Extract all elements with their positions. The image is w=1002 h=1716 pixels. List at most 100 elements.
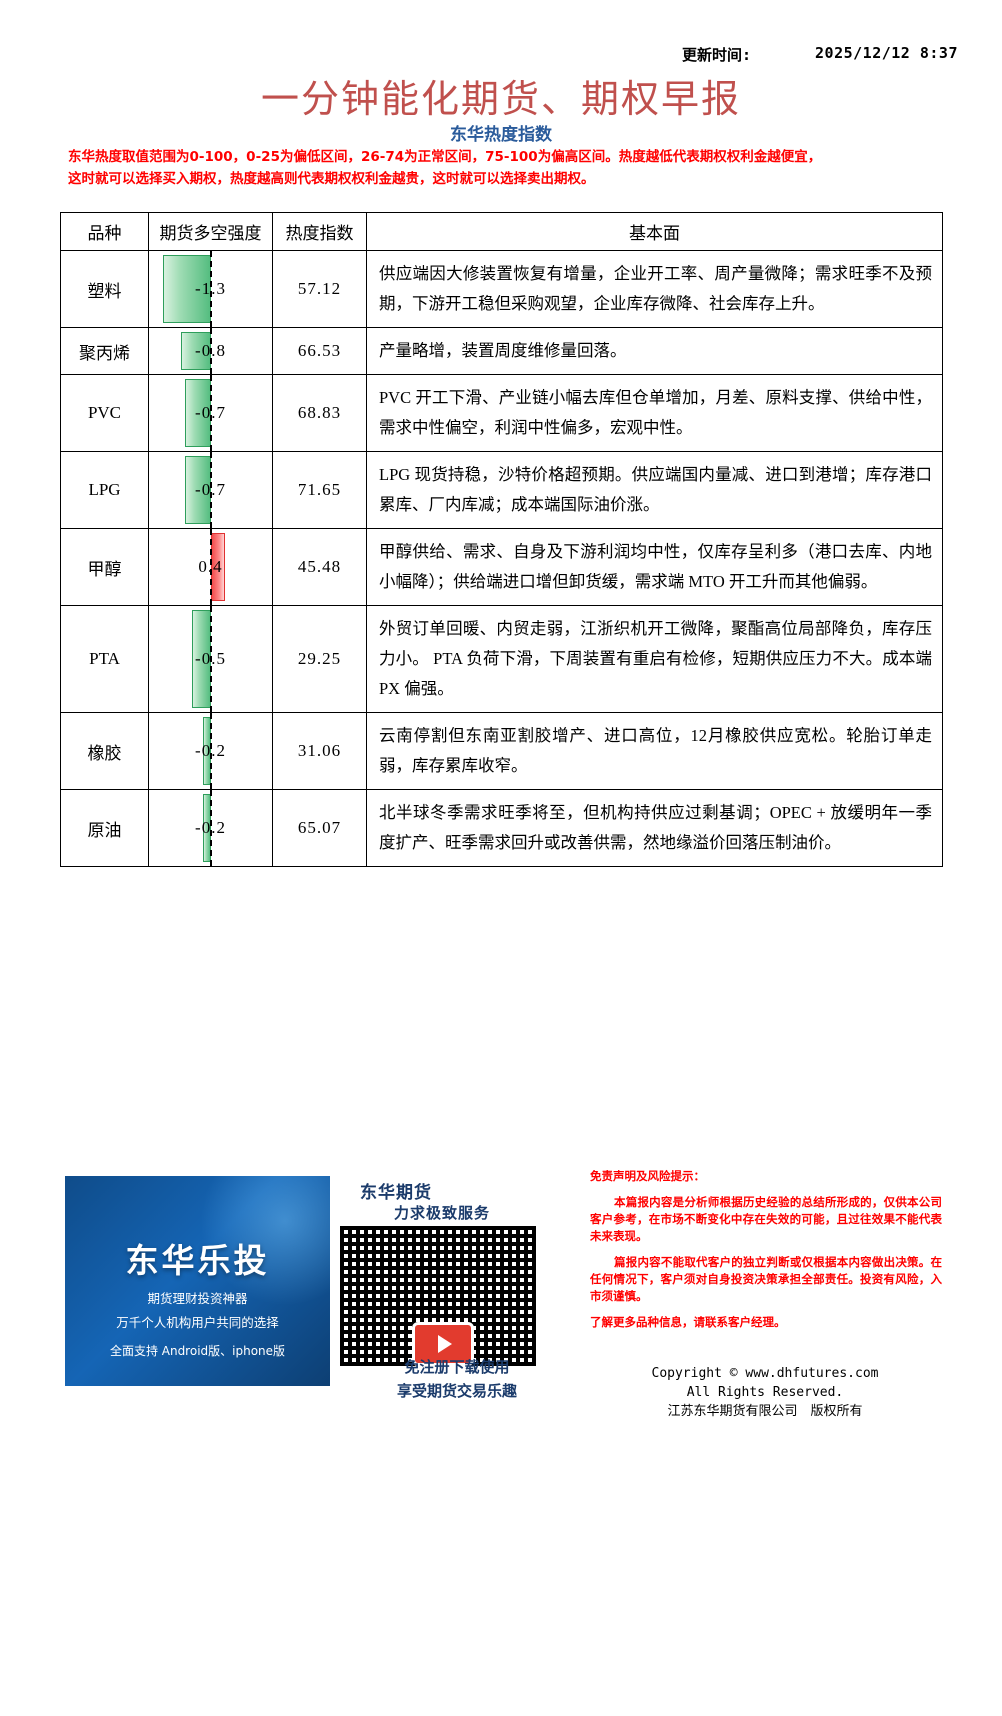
strength-value-label: -0.8 (195, 341, 226, 360)
qr-title-block: 东华期货 力求极致服务 (332, 1176, 582, 1228)
disclaimer-paragraph-2: 篇报内容不能取代客户的独立判断或仅根据本内容做出决策。在任何情况下，客户须对自身… (590, 1255, 942, 1303)
copyright-line-1: Copyright © www.dhfutures.com (651, 1366, 879, 1381)
disclaimer-heading: 免责声明及风险提示： (590, 1169, 705, 1183)
column-header-fundamentals: 基本面 (366, 212, 943, 251)
cell-fundamentals: LPG 现货持稳，沙特价格超预期。供应端国内量减、进口到港增；库存港口累库、厂内… (366, 451, 943, 529)
strength-bar-negative (180, 332, 211, 370)
cell-strength-bar: -0.8 (148, 327, 273, 375)
strength-value-label: -0.5 (195, 649, 226, 668)
promo-line-1: 期货理财投资神器 (147, 1291, 248, 1306)
disclaimer-paragraph-3: 了解更多品种信息，请联系客户经理。 (590, 1315, 786, 1329)
update-time-value: 2025/12/12 8:37 (815, 44, 958, 62)
table-row: 塑料 -1.3 57.12 供应端因大修装置恢复有增量，企业开工率、周产量微降；需求旺… (60, 250, 943, 328)
table-row: 甲醇 0.4 45.48 甲醇供给、需求、自身及下游利润均中性，仅库存呈利多（港口去库… (60, 528, 943, 606)
qr-caption-line-2: 享受期货交易乐趣 (396, 1384, 517, 1400)
zero-axis-line (209, 790, 212, 866)
cell-fundamentals: 外贸订单回暖、内贸走弱，江浙织机开工微降，聚酯高位局部降负，库存压力小。 PTA… (366, 605, 943, 713)
cell-variety-name: PTA (60, 605, 149, 713)
table-header-row: 品种 期货多空强度 热度指数 基本面 (60, 212, 943, 251)
promo-brand-name: 东华乐投 (125, 1244, 270, 1280)
play-button-icon (412, 1322, 474, 1366)
column-header-variety: 品种 (60, 212, 149, 251)
zero-axis-line (209, 606, 212, 712)
strength-bar-chart: -0.7 (149, 375, 272, 451)
cell-heat-index: 71.65 (272, 451, 367, 529)
zero-axis-line (209, 328, 212, 374)
zero-axis-line (209, 452, 212, 528)
copyright-line-2: All Rights Reserved. (686, 1385, 844, 1400)
notice-line-2: 这时就可以选择买入期权，热度越高则代表期权权利金越贵，这时就可以选择卖出期权。 (68, 171, 595, 187)
table-row: LPG -0.7 71.65 LPG 现货持稳，沙特价格超预期。供应端国内量减、进口到… (60, 451, 943, 529)
qr-caption: 免注册下载使用 享受期货交易乐趣 (332, 1356, 582, 1404)
cell-strength-bar: -0.2 (148, 789, 273, 867)
cell-fundamentals: 甲醇供给、需求、自身及下游利润均中性，仅库存呈利多（港口去库、内地小幅降）；供给… (366, 528, 943, 606)
cell-variety-name: LPG (60, 451, 149, 529)
cell-variety-name: 塑料 (60, 250, 149, 328)
cell-heat-index: 31.06 (272, 712, 367, 790)
cell-fundamentals: 产量略增，装置周度维修量回落。 (366, 327, 943, 375)
cell-heat-index: 68.83 (272, 374, 367, 452)
footer: 东华乐投 期货理财投资神器 万千个人机构用户共同的选择 全面支持 Android… (60, 1168, 942, 1428)
cell-strength-bar: -0.7 (148, 374, 273, 452)
table-row: 橡胶 -0.2 31.06 云南停割但东南亚割胶增产、进口高位，12月橡胶供应宽松。轮… (60, 712, 943, 790)
table-row: 聚丙烯 -0.8 66.53 产量略增，装置周度维修量回落。 (60, 327, 943, 375)
cell-heat-index: 45.48 (272, 528, 367, 606)
cell-strength-bar: -0.7 (148, 451, 273, 529)
copyright-line-3: 江苏东华期货有限公司 版权所有 (667, 1404, 863, 1419)
cell-heat-index: 57.12 (272, 250, 367, 328)
promo-banner[interactable]: 东华乐投 期货理财投资神器 万千个人机构用户共同的选择 全面支持 Android… (65, 1176, 330, 1386)
heat-index-table: 品种 期货多空强度 热度指数 基本面 塑料 -1.3 57.12 供应端因大修装置恢复… (60, 212, 943, 867)
strength-value-label: -0.7 (195, 403, 226, 422)
cell-heat-index: 66.53 (272, 327, 367, 375)
disclaimer-paragraph-1: 本篇报内容是分析师根据历史经验的总结所形成的，仅供本公司客户参考，在市场不断变化… (590, 1195, 942, 1243)
cell-fundamentals: 北半球冬季需求旺季将至，但机构持供应过剩基调；OPEC + 放缓明年一季度扩产、… (366, 789, 943, 867)
page-subtitle: 东华热度指数 (450, 125, 552, 144)
copyright-block: Copyright © www.dhfutures.com All Rights… (585, 1364, 945, 1421)
cell-strength-bar: -0.5 (148, 605, 273, 713)
table-row: PTA -0.5 29.25 外贸订单回暖、内贸走弱，江浙织机开工微降，聚酯高位局部降… (60, 605, 943, 713)
table-row: 原油 -0.2 65.07 北半球冬季需求旺季将至，但机构持供应过剩基调；OPEC +… (60, 789, 943, 867)
strength-value-label: -1.3 (195, 279, 226, 298)
qr-caption-line-1: 免注册下载使用 (404, 1360, 510, 1376)
table-body: 塑料 -1.3 57.12 供应端因大修装置恢复有增量，企业开工率、周产量微降；需求旺… (60, 250, 943, 867)
heat-index-table-wrapper: 品种 期货多空强度 热度指数 基本面 塑料 -1.3 57.12 供应端因大修装置恢复… (60, 212, 943, 867)
disclaimer-block: 免责声明及风险提示： 本篇报内容是分析师根据历史经验的总结所形成的，仅供本公司客… (590, 1168, 942, 1340)
strength-bar-chart: 0.4 (149, 529, 272, 605)
qr-title-line-1: 东华期货 (360, 1183, 432, 1202)
cell-fundamentals: PVC 开工下滑、产业链小幅去库但仓单增加，月差、原料支撑、供给中性，需求中性偏… (366, 374, 943, 452)
cell-strength-bar: -0.2 (148, 712, 273, 790)
strength-value-label: 0.4 (198, 557, 223, 576)
qr-code-panel[interactable]: 东华期货 力求极致服务 免注册下载使用 享受期货交易乐趣 (332, 1176, 582, 1424)
zero-axis-line (209, 375, 212, 451)
strength-bar-chart: -0.2 (149, 790, 272, 866)
zero-axis-line (209, 529, 212, 605)
cell-variety-name: 甲醇 (60, 528, 149, 606)
strength-bar-chart: -0.2 (149, 713, 272, 789)
update-time-row: 更新时间: 2025/12/12 8:37 (0, 44, 1002, 65)
zero-axis-line (209, 251, 212, 327)
strength-bar-chart: -0.8 (149, 328, 272, 374)
page-title: 一分钟能化期货、期权早报 (260, 79, 741, 121)
cell-fundamentals: 供应端因大修装置恢复有增量，企业开工率、周产量微降；需求旺季不及预期，下游开工稳… (366, 250, 943, 328)
strength-bar-chart: -0.5 (149, 606, 272, 712)
cell-heat-index: 65.07 (272, 789, 367, 867)
table-row: PVC -0.7 68.83 PVC 开工下滑、产业链小幅去库但仓单增加，月差、原料支… (60, 374, 943, 452)
qr-code-image[interactable] (340, 1226, 536, 1366)
qr-title-line-2: 力求极致服务 (394, 1206, 491, 1222)
strength-bar-chart: -1.3 (149, 251, 272, 327)
promo-line-2: 万千个人机构用户共同的选择 (116, 1315, 279, 1330)
strength-value-label: -0.2 (195, 818, 226, 837)
cell-variety-name: PVC (60, 374, 149, 452)
cell-variety-name: 聚丙烯 (60, 327, 149, 375)
strength-bar-chart: -0.7 (149, 452, 272, 528)
notice-line-1: 东华热度取值范围为0-100，0-25为偏低区间，26-74为正常区间，75-1… (68, 149, 822, 165)
cell-heat-index: 29.25 (272, 605, 367, 713)
zero-axis-line (209, 713, 212, 789)
cell-strength-bar: -1.3 (148, 250, 273, 328)
promo-line-3: 全面支持 Android版、iphone版 (109, 1344, 286, 1358)
cell-strength-bar: 0.4 (148, 528, 273, 606)
update-time-label: 更新时间: (682, 46, 752, 64)
strength-value-label: -0.7 (195, 480, 226, 499)
cell-fundamentals: 云南停割但东南亚割胶增产、进口高位，12月橡胶供应宽松。轮胎订单走弱，库存累库收… (366, 712, 943, 790)
column-header-heat: 热度指数 (272, 212, 367, 251)
